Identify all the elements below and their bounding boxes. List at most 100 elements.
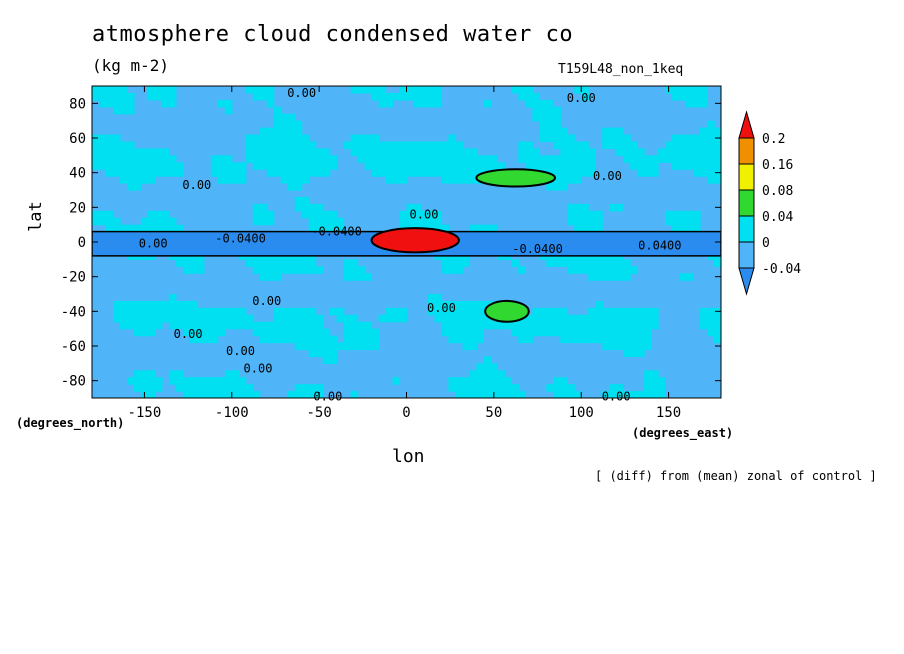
contour-cell [602, 335, 610, 344]
contour-cell [133, 148, 142, 156]
contour-cell [147, 86, 156, 94]
contour-cell [399, 92, 408, 101]
contour-cell [469, 148, 477, 156]
contour-cell [483, 300, 491, 309]
contour-cell [161, 314, 170, 323]
contour-cell [287, 259, 296, 267]
contour-cell [350, 141, 359, 149]
contour-cell [567, 210, 575, 219]
colorbar-label: -0.04 [762, 262, 801, 277]
contour-cell [511, 86, 519, 94]
contour-cell [560, 169, 568, 177]
contour-cell [294, 384, 303, 392]
contour-cell [350, 86, 359, 94]
contour-cell [189, 384, 198, 392]
contour-cell [182, 259, 191, 267]
contour-cell [539, 314, 547, 323]
contour-cell [609, 321, 617, 330]
contour-cell [364, 86, 373, 94]
contour-cell [714, 259, 721, 267]
contour-cell [434, 294, 443, 302]
contour-cell [448, 300, 457, 309]
contour-cell [448, 384, 457, 392]
contour-cell [476, 328, 484, 337]
contour-cell [112, 169, 121, 177]
contour-cell [679, 148, 687, 156]
contour-cell [294, 127, 303, 136]
contour-cell [301, 328, 310, 337]
contour-cell [161, 162, 170, 170]
contour-cell [126, 155, 135, 163]
contour-cell [245, 148, 254, 156]
contour-cell [714, 162, 721, 170]
y-tick-label: -40 [61, 304, 86, 320]
contour-cell [427, 169, 436, 177]
contour-cell [567, 217, 575, 226]
contour-cell [588, 273, 596, 281]
contour-cell [350, 328, 359, 337]
contour-cell [287, 169, 296, 177]
contour-cell [420, 162, 429, 170]
contour-cell [518, 148, 526, 156]
contour-cell [469, 377, 477, 385]
contour-cell [196, 335, 205, 344]
contour-cell [595, 217, 603, 226]
contour-cell [231, 391, 240, 398]
colorbar-swatch [738, 163, 755, 191]
contour-cell [637, 162, 645, 170]
contour-cell [154, 169, 163, 177]
contour-cell [280, 127, 289, 136]
contour-cell [434, 155, 443, 163]
contour-cell [329, 356, 338, 364]
contour-cell [329, 210, 338, 219]
contour-cell [98, 141, 107, 149]
contour-cell [413, 162, 422, 170]
contour-cell [98, 86, 107, 94]
contour-cell [315, 203, 324, 212]
contour-cell [623, 321, 631, 330]
contour-cell [140, 321, 149, 330]
contour-cell [490, 162, 498, 170]
contour-cell [420, 217, 429, 226]
colorbar-swatch [738, 137, 755, 165]
contour-cell [560, 384, 568, 392]
contour-cell [455, 162, 464, 170]
contour-cell [707, 120, 715, 129]
contour-cell [525, 99, 533, 108]
contour-cell [574, 335, 582, 344]
contour-cell [637, 328, 645, 337]
contour-cell [574, 176, 582, 184]
contour-cell [133, 307, 142, 316]
contour-cell [700, 169, 708, 177]
contour-cell [371, 328, 380, 337]
contour-cell [679, 134, 687, 143]
contour-cell [630, 148, 638, 156]
contour-cell [413, 217, 422, 226]
contour-cell [329, 342, 338, 351]
contour-cell [483, 224, 491, 233]
contour-cell [126, 169, 135, 177]
contour-cell [602, 391, 610, 398]
contour-cell [462, 314, 470, 323]
contour-cell [329, 155, 338, 163]
contour-cell [399, 86, 408, 94]
contour-cell [469, 162, 477, 170]
contour-cell [609, 134, 617, 143]
contour-cell [161, 224, 170, 233]
contour-cell [140, 377, 149, 385]
contour-cell [336, 314, 345, 323]
contour-cell [238, 314, 247, 323]
contour-cell [196, 259, 205, 267]
contour-cell [322, 210, 331, 219]
contour-cell [693, 217, 701, 226]
contour-cell [385, 92, 394, 101]
contour-cell [182, 384, 191, 392]
contour-cell [707, 314, 715, 323]
contour-cell [462, 384, 470, 392]
contour-cell [462, 335, 470, 344]
contour-cell [175, 384, 184, 392]
contour-cell [434, 314, 443, 323]
contour-cell [140, 328, 149, 337]
contour-cell [210, 335, 219, 344]
contour-cell [315, 148, 324, 156]
